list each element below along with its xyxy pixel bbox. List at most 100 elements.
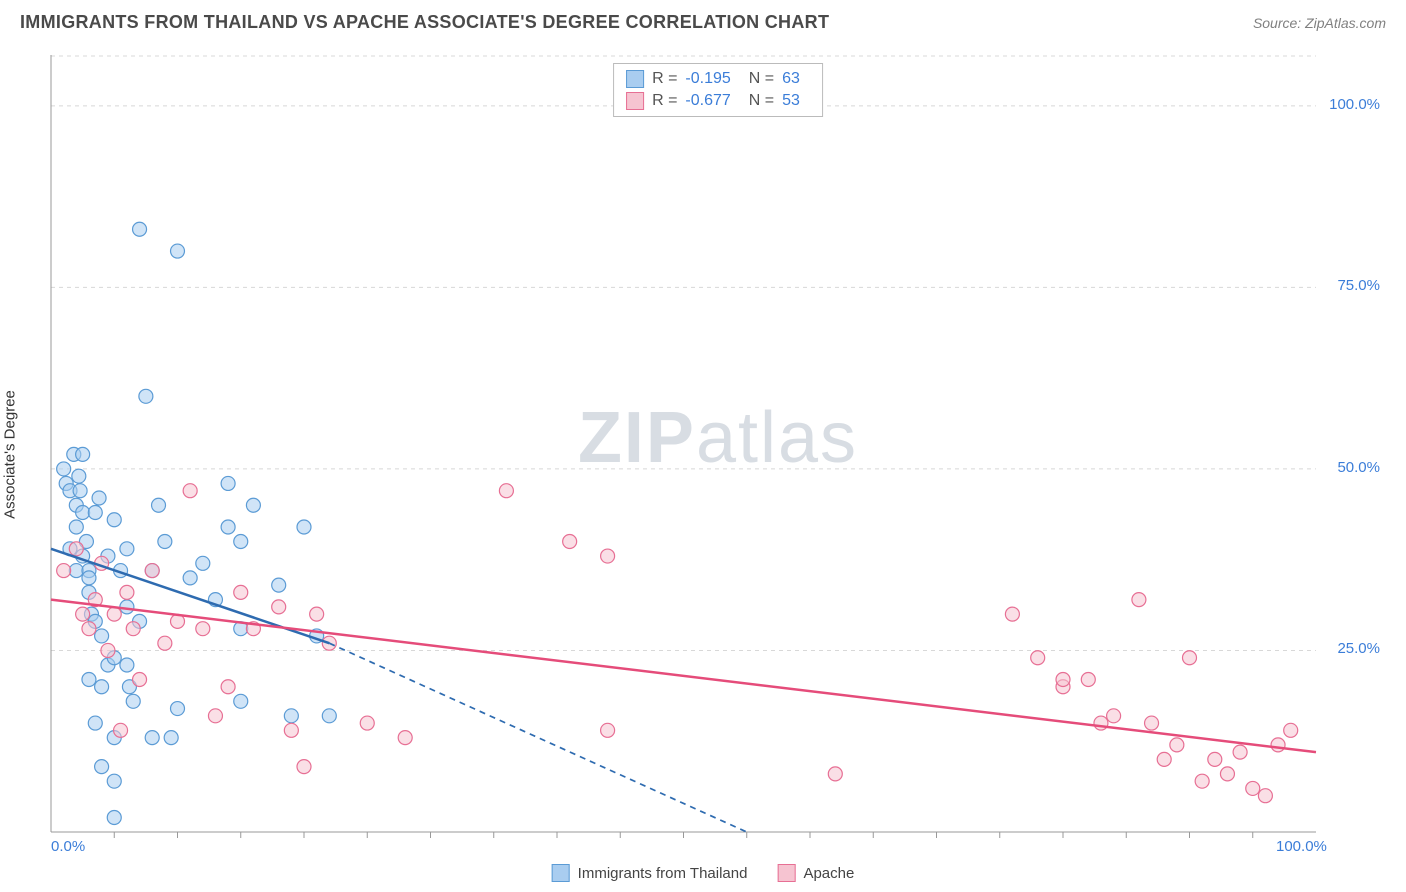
data-point xyxy=(284,723,298,737)
data-point xyxy=(221,680,235,694)
regression-line xyxy=(51,600,1316,752)
data-point xyxy=(1284,723,1298,737)
n-value: 53 xyxy=(782,92,800,110)
data-point xyxy=(69,564,83,578)
data-point xyxy=(72,469,86,483)
data-point xyxy=(120,658,134,672)
data-point xyxy=(1208,752,1222,766)
data-point xyxy=(171,244,185,258)
n-label: N = xyxy=(749,92,774,110)
y-tick-label: 100.0% xyxy=(1329,96,1380,113)
data-point xyxy=(1107,709,1121,723)
data-point xyxy=(1081,673,1095,687)
data-point xyxy=(158,636,172,650)
data-point xyxy=(234,535,248,549)
data-point xyxy=(1220,767,1234,781)
x-tick-label: 0.0% xyxy=(51,838,85,855)
stats-row: R =-0.195N =63 xyxy=(626,68,810,90)
data-point xyxy=(120,585,134,599)
data-point xyxy=(95,680,109,694)
data-point xyxy=(1056,673,1070,687)
n-value: 63 xyxy=(782,70,800,88)
data-point xyxy=(126,622,140,636)
n-label: N = xyxy=(749,70,774,88)
data-point xyxy=(145,564,159,578)
data-point xyxy=(1031,651,1045,665)
data-point xyxy=(171,702,185,716)
legend-swatch xyxy=(626,70,644,88)
data-point xyxy=(272,600,286,614)
data-point xyxy=(101,643,115,657)
legend-item: Apache xyxy=(777,864,854,882)
data-point xyxy=(1005,607,1019,621)
data-point xyxy=(310,607,324,621)
series-legend: Immigrants from Thailand Apache xyxy=(552,864,855,882)
data-point xyxy=(69,542,83,556)
data-point xyxy=(183,571,197,585)
data-point xyxy=(76,607,90,621)
data-point xyxy=(57,462,71,476)
data-point xyxy=(107,607,121,621)
data-point xyxy=(107,810,121,824)
data-point xyxy=(563,535,577,549)
data-point xyxy=(297,760,311,774)
data-point xyxy=(234,585,248,599)
data-point xyxy=(196,556,210,570)
data-point xyxy=(284,709,298,723)
data-point xyxy=(1258,789,1272,803)
data-point xyxy=(499,484,513,498)
data-point xyxy=(76,505,90,519)
data-point xyxy=(1271,738,1285,752)
legend-label: Immigrants from Thailand xyxy=(578,865,748,882)
data-point xyxy=(1233,745,1247,759)
legend-item: Immigrants from Thailand xyxy=(552,864,748,882)
legend-label: Apache xyxy=(803,865,854,882)
chart-title: IMMIGRANTS FROM THAILAND VS APACHE ASSOC… xyxy=(20,12,829,33)
data-point xyxy=(95,760,109,774)
correlation-stats-legend: R =-0.195N =63R =-0.677N =53 xyxy=(613,63,823,117)
scatter-plot xyxy=(50,55,1386,852)
data-point xyxy=(1132,593,1146,607)
data-point xyxy=(601,723,615,737)
chart-area: ZIPatlas R =-0.195N =63R =-0.677N =53 25… xyxy=(50,55,1386,852)
data-point xyxy=(272,578,286,592)
data-point xyxy=(120,542,134,556)
data-point xyxy=(92,491,106,505)
legend-swatch xyxy=(552,864,570,882)
data-point xyxy=(246,498,260,512)
data-point xyxy=(322,709,336,723)
source-attribution: Source: ZipAtlas.com xyxy=(1253,15,1386,31)
data-point xyxy=(88,716,102,730)
r-label: R = xyxy=(652,92,677,110)
data-point xyxy=(88,505,102,519)
data-point xyxy=(82,622,96,636)
data-point xyxy=(69,520,83,534)
data-point xyxy=(1183,651,1197,665)
r-value: -0.195 xyxy=(685,70,730,88)
data-point xyxy=(398,731,412,745)
data-point xyxy=(95,629,109,643)
regression-line-extrapolated xyxy=(329,643,746,832)
data-point xyxy=(1170,738,1184,752)
data-point xyxy=(196,622,210,636)
data-point xyxy=(601,549,615,563)
data-point xyxy=(133,222,147,236)
data-point xyxy=(139,389,153,403)
data-point xyxy=(145,731,159,745)
data-point xyxy=(133,673,147,687)
legend-swatch xyxy=(777,864,795,882)
data-point xyxy=(208,709,222,723)
data-point xyxy=(1195,774,1209,788)
data-point xyxy=(114,723,128,737)
y-axis-label: Associate's Degree xyxy=(2,390,19,519)
data-point xyxy=(107,513,121,527)
data-point xyxy=(82,673,96,687)
data-point xyxy=(120,600,134,614)
data-point xyxy=(297,520,311,534)
y-tick-label: 50.0% xyxy=(1337,459,1380,476)
legend-swatch xyxy=(626,92,644,110)
data-point xyxy=(221,476,235,490)
data-point xyxy=(57,564,71,578)
data-point xyxy=(183,484,197,498)
y-tick-label: 25.0% xyxy=(1337,640,1380,657)
